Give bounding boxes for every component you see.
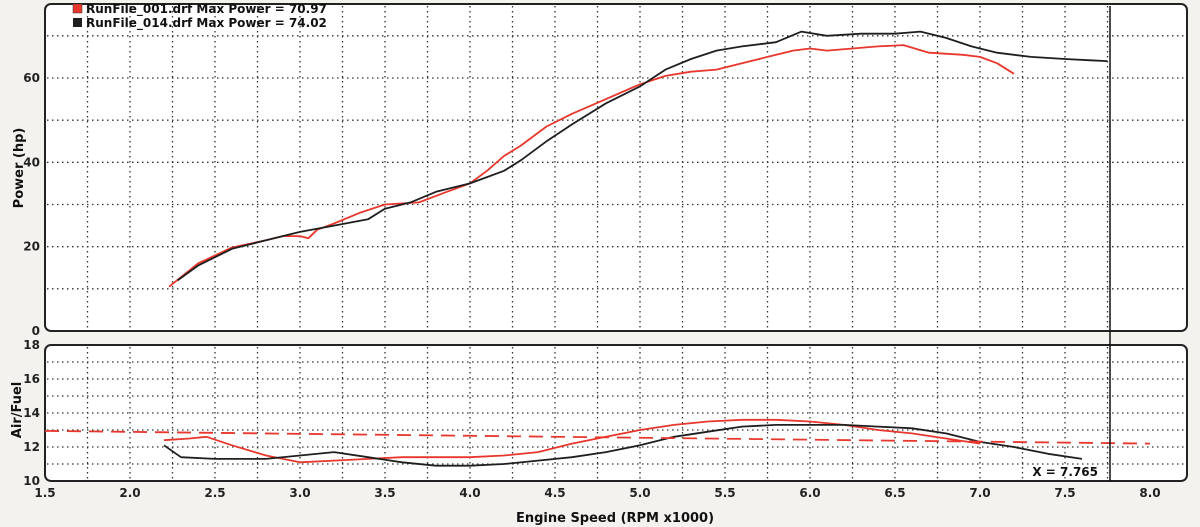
power-y-ticks: 0 20 40 60 bbox=[23, 71, 40, 338]
x-tick-label: 2.5 bbox=[204, 486, 225, 500]
afr-grid bbox=[47, 347, 1185, 479]
afr-series bbox=[44, 418, 1151, 467]
power-y-tick-label: 20 bbox=[23, 240, 40, 254]
afr-y-ticks: 10 12 14 16 18 bbox=[23, 338, 40, 488]
x-tick-label: 7.0 bbox=[969, 486, 990, 500]
legend-label-run-014: RunFile_014.drf Max Power = 74.02 bbox=[86, 16, 327, 31]
x-tick-label: 4.5 bbox=[544, 486, 565, 500]
power-grid bbox=[47, 6, 1185, 329]
x-tick-label: 6.5 bbox=[884, 486, 905, 500]
x-tick-label: 3.0 bbox=[289, 486, 310, 500]
power-series-line-run-014 bbox=[177, 30, 1108, 282]
afr-panel bbox=[44, 344, 1188, 482]
afr-y-tick-label: 12 bbox=[23, 440, 40, 454]
afr-series-line-run-014 bbox=[163, 423, 1083, 467]
legend: RunFile_001.drf Max Power = 70.97 RunFil… bbox=[72, 2, 327, 31]
x-tick-label: 1.5 bbox=[34, 486, 55, 500]
power-panel bbox=[44, 3, 1188, 332]
x-tick-label: 8.0 bbox=[1139, 486, 1160, 500]
afr-target-line bbox=[44, 430, 1151, 445]
power-series bbox=[168, 30, 1108, 288]
afr-axis-title: Air/Fuel bbox=[10, 382, 25, 438]
x-tick-label: 6.0 bbox=[799, 486, 820, 500]
power-y-tick-label: 40 bbox=[23, 155, 40, 169]
x-tick-label: 5.5 bbox=[714, 486, 735, 500]
power-y-tick-label: 0 bbox=[32, 324, 40, 338]
power-series-line-run-001 bbox=[168, 44, 1015, 288]
afr-y-tick-label: 10 bbox=[23, 474, 40, 488]
x-tick-label: 5.0 bbox=[629, 486, 650, 500]
legend-swatch-run-001 bbox=[72, 3, 83, 14]
x-tick-label: 3.5 bbox=[374, 486, 395, 500]
afr-y-tick-label: 14 bbox=[23, 406, 40, 420]
x-axis-title: Engine Speed (RPM x1000) bbox=[516, 511, 714, 526]
x-ticks: 1.5 2.0 2.5 3.0 3.5 4.0 4.5 5.0 5.5 6.0 6.5 7.0 7.5 8… bbox=[34, 486, 1160, 500]
legend-swatch-run-014 bbox=[73, 18, 82, 27]
afr-y-tick-label: 16 bbox=[23, 372, 40, 386]
power-y-tick-label: 60 bbox=[23, 71, 40, 85]
x-tick-label: 4.0 bbox=[459, 486, 480, 500]
power-axis-title: Power (hp) bbox=[12, 128, 27, 209]
x-tick-label: 7.5 bbox=[1054, 486, 1075, 500]
cursor-label: X = 7.765 bbox=[1032, 465, 1098, 479]
x-tick-label: 2.0 bbox=[119, 486, 140, 500]
afr-y-tick-label: 18 bbox=[23, 338, 40, 352]
legend-label-run-001: RunFile_001.drf Max Power = 70.97 bbox=[86, 2, 327, 17]
